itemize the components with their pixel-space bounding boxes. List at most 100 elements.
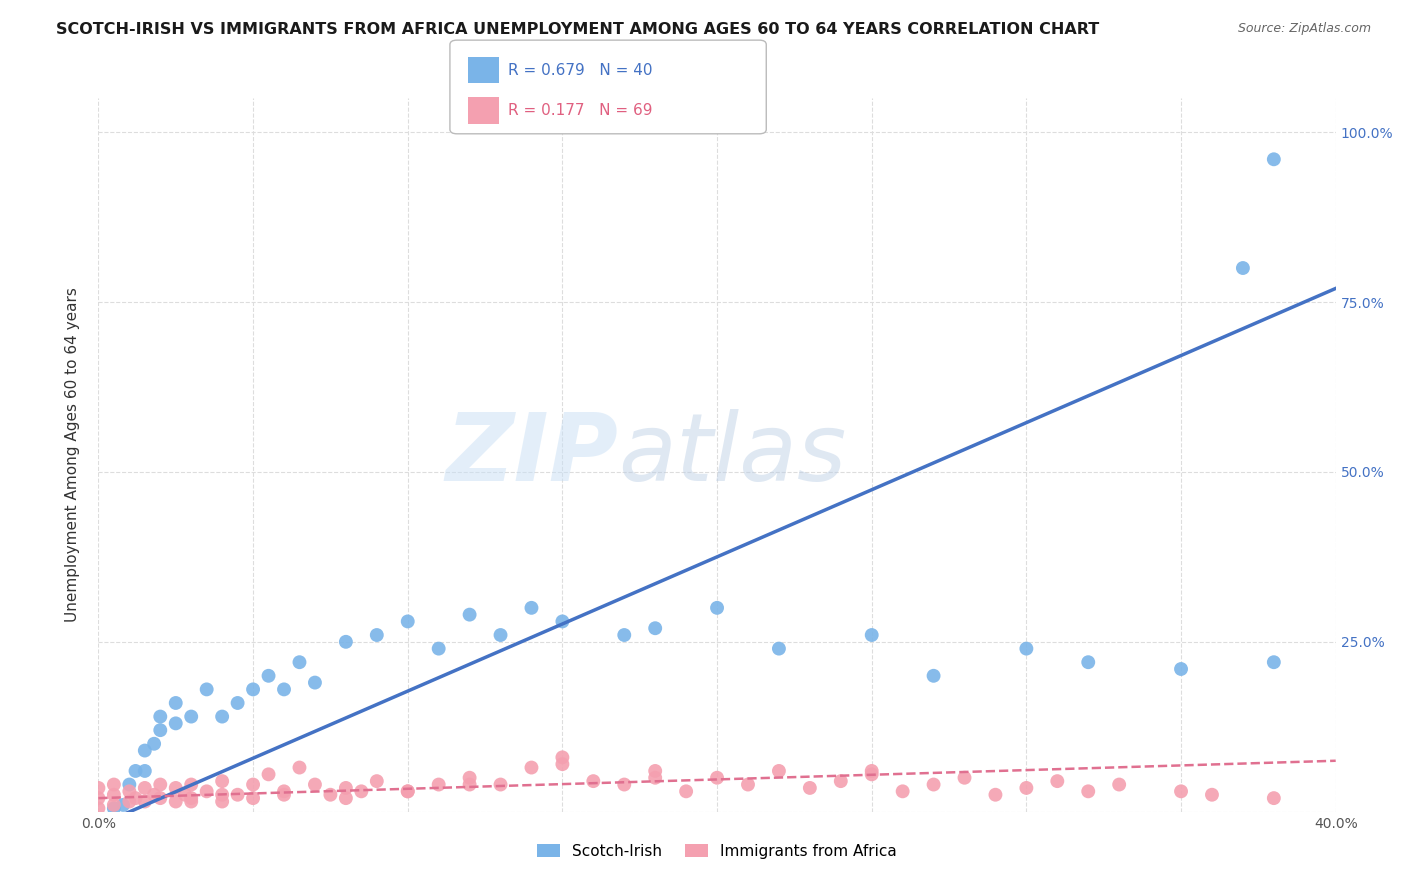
Point: [118, 778, 141, 792]
Point: [458, 607, 481, 622]
Point: [335, 791, 357, 805]
Point: [335, 780, 357, 795]
Point: [427, 641, 450, 656]
Point: [489, 628, 512, 642]
Point: [644, 771, 666, 785]
Point: [103, 801, 125, 815]
Point: [149, 709, 172, 723]
Point: [768, 764, 790, 778]
Point: [242, 778, 264, 792]
Point: [112, 797, 135, 812]
Legend: Scotch-Irish, Immigrants from Africa: Scotch-Irish, Immigrants from Africa: [531, 838, 903, 864]
Point: [350, 784, 373, 798]
Point: [149, 778, 172, 792]
Point: [174, 788, 197, 802]
Point: [118, 784, 141, 798]
Point: [1077, 784, 1099, 798]
Point: [551, 750, 574, 764]
Point: [124, 791, 146, 805]
Point: [149, 791, 172, 805]
Point: [242, 682, 264, 697]
Point: [706, 600, 728, 615]
Point: [1263, 153, 1285, 167]
Point: [1232, 260, 1254, 275]
Point: [288, 760, 311, 774]
Point: [551, 615, 574, 629]
Text: Source: ZipAtlas.com: Source: ZipAtlas.com: [1237, 22, 1371, 36]
Point: [396, 784, 419, 798]
Text: R = 0.177   N = 69: R = 0.177 N = 69: [508, 103, 652, 119]
Point: [87, 801, 110, 815]
Point: [124, 764, 146, 778]
Point: [180, 709, 202, 723]
Point: [103, 778, 125, 792]
Point: [211, 774, 233, 789]
Point: [134, 780, 156, 795]
Point: [118, 795, 141, 809]
Point: [149, 723, 172, 738]
Point: [134, 743, 156, 757]
Point: [1108, 778, 1130, 792]
Point: [768, 641, 790, 656]
Point: [1263, 655, 1285, 669]
Point: [1201, 788, 1223, 802]
Point: [366, 628, 388, 642]
Text: atlas: atlas: [619, 409, 846, 500]
Point: [427, 778, 450, 792]
Point: [195, 784, 218, 798]
Point: [143, 737, 166, 751]
Point: [953, 771, 976, 785]
Point: [273, 788, 295, 802]
Point: [984, 788, 1007, 802]
Point: [799, 780, 821, 795]
Point: [520, 600, 543, 615]
Point: [165, 795, 187, 809]
Y-axis label: Unemployment Among Ages 60 to 64 years: Unemployment Among Ages 60 to 64 years: [65, 287, 80, 623]
Point: [860, 767, 883, 781]
Text: SCOTCH-IRISH VS IMMIGRANTS FROM AFRICA UNEMPLOYMENT AMONG AGES 60 TO 64 YEARS CO: SCOTCH-IRISH VS IMMIGRANTS FROM AFRICA U…: [56, 22, 1099, 37]
Point: [1170, 784, 1192, 798]
Point: [257, 767, 280, 781]
Point: [1170, 662, 1192, 676]
Point: [644, 621, 666, 635]
Point: [458, 778, 481, 792]
Point: [288, 655, 311, 669]
Point: [180, 778, 202, 792]
Point: [165, 716, 187, 731]
Point: [613, 628, 636, 642]
Text: ZIP: ZIP: [446, 409, 619, 501]
Point: [335, 635, 357, 649]
Point: [103, 797, 125, 812]
Point: [242, 791, 264, 805]
Point: [87, 780, 110, 795]
Point: [922, 669, 945, 683]
Point: [1077, 655, 1099, 669]
Point: [211, 709, 233, 723]
Point: [195, 682, 218, 697]
Point: [675, 784, 697, 798]
Point: [1263, 791, 1285, 805]
Point: [211, 795, 233, 809]
Text: R = 0.679   N = 40: R = 0.679 N = 40: [508, 62, 652, 78]
Point: [830, 774, 852, 789]
Point: [319, 788, 342, 802]
Point: [304, 675, 326, 690]
Point: [134, 795, 156, 809]
Point: [396, 784, 419, 798]
Point: [143, 788, 166, 802]
Point: [860, 628, 883, 642]
Point: [922, 778, 945, 792]
Point: [582, 774, 605, 789]
Point: [226, 788, 249, 802]
Point: [134, 764, 156, 778]
Point: [551, 757, 574, 772]
Point: [87, 791, 110, 805]
Point: [737, 778, 759, 792]
Point: [489, 778, 512, 792]
Point: [458, 771, 481, 785]
Point: [1015, 780, 1038, 795]
Point: [165, 696, 187, 710]
Point: [165, 780, 187, 795]
Point: [211, 788, 233, 802]
Point: [304, 778, 326, 792]
